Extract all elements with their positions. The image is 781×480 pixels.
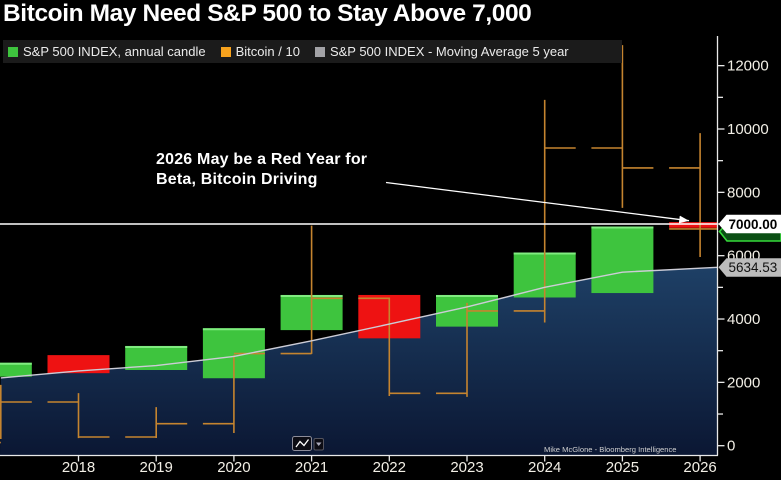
legend-item-sp500-candle[interactable]: S&P 500 INDEX, annual candle	[8, 44, 206, 59]
annotation-arrow	[385, 181, 690, 224]
annotation-text: 2026 May be a Red Year for Beta, Bitcoin…	[156, 150, 367, 190]
chart-dropdown-button[interactable]	[313, 438, 324, 451]
credit-text: Mike McGlone - Bloomberg Intelligence	[544, 445, 677, 454]
x-tick-label-2021: 2021	[295, 459, 328, 476]
x-tick-label-2019: 2019	[140, 459, 173, 476]
legend-label-sp500-candle: S&P 500 INDEX, annual candle	[23, 44, 206, 59]
bitcoin-bar-2019	[125, 407, 188, 438]
legend-label-bitcoin: Bitcoin / 10	[235, 44, 300, 59]
legend-item-bitcoin[interactable]: Bitcoin / 10	[220, 44, 300, 59]
y-tick-label-8000: 8000	[727, 184, 760, 201]
axis-price-label-ma: 5634.53	[718, 258, 781, 277]
legend-item-moving-average[interactable]: S&P 500 INDEX - Moving Average 5 year	[314, 44, 569, 59]
annotation-line-2: Beta, Bitcoin Driving	[156, 171, 318, 188]
bitcoin-bar-2023	[436, 302, 498, 397]
x-tick-label-2018: 2018	[62, 459, 95, 476]
bitcoin-bar-2025	[591, 45, 654, 208]
candle-2025	[591, 226, 654, 294]
chart-toolbar-widget	[292, 436, 324, 451]
candle-2026	[669, 222, 718, 228]
x-axis: 2018 2019 2020 2021 2022 2023 2024 2025 2026	[62, 455, 717, 476]
axis-price-label-7000: 7000.00	[718, 214, 781, 234]
bitcoin-bar-2021	[280, 225, 343, 355]
x-tick-label-2020: 2020	[217, 459, 250, 476]
candle-2018	[47, 355, 110, 374]
legend-label-moving-average: S&P 500 INDEX - Moving Average 5 year	[329, 44, 569, 59]
x-tick-label-2023: 2023	[450, 459, 483, 476]
chart-type-button[interactable]	[292, 436, 312, 451]
bitcoin-bar-2018	[47, 393, 110, 439]
line-chart-icon	[295, 439, 310, 448]
y-tick-label-4000: 4000	[727, 311, 760, 328]
candle-2017	[0, 362, 32, 377]
plot-marks	[0, 45, 718, 456]
bitcoin-bar-2017	[0, 384, 32, 444]
bitcoin-bar-2024	[513, 99, 576, 323]
y-tick-label-0: 0	[727, 438, 735, 455]
axes	[0, 36, 719, 457]
y-tick-label-12000: 12000	[727, 58, 769, 75]
x-tick-label-2026: 2026	[683, 459, 716, 476]
x-tick-label-2025: 2025	[606, 459, 639, 476]
chevron-down-icon	[316, 442, 322, 446]
bitcoin-swatch-icon	[220, 46, 231, 57]
moving-average-swatch-icon	[314, 46, 325, 57]
annotation-line-1: 2026 May be a Red Year for	[156, 151, 368, 168]
y-tick-label-2000: 2000	[727, 374, 760, 391]
page-title: Bitcoin May Need S&P 500 to Stay Above 7…	[3, 0, 532, 27]
legend: S&P 500 INDEX, annual candle Bitcoin / 1…	[3, 40, 622, 63]
ma-price-text: 5634.53	[729, 260, 778, 275]
bitcoin-bars	[0, 45, 718, 444]
bitcoin-bar-2022	[358, 297, 421, 396]
sp500-candle-swatch-icon	[8, 46, 18, 57]
ma-line	[0, 266, 718, 379]
y-tick-label-10000: 10000	[727, 121, 769, 138]
x-tick-label-2022: 2022	[373, 459, 406, 476]
level-price-text: 7000.00	[729, 217, 778, 232]
x-tick-label-2024: 2024	[528, 459, 561, 476]
bitcoin-bar-2026	[669, 133, 718, 257]
ma-area-fill	[0, 267, 718, 456]
